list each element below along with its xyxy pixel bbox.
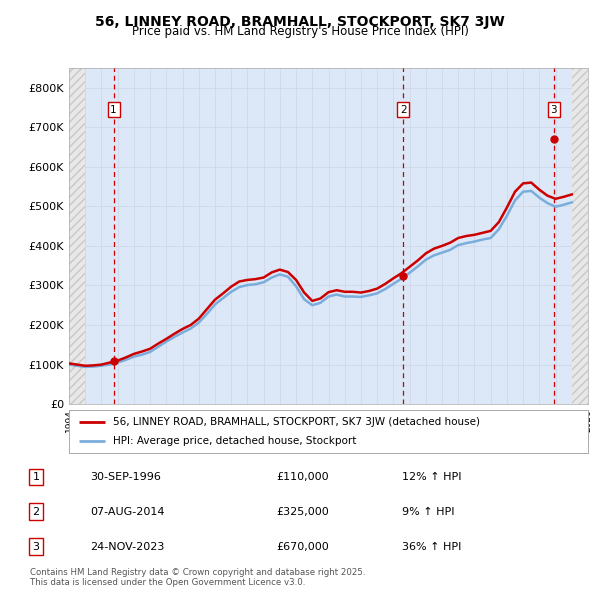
Text: 1: 1 (110, 105, 117, 115)
Bar (69, 68, 85, 404)
Text: 07-AUG-2014: 07-AUG-2014 (90, 507, 164, 517)
Text: 56, LINNEY ROAD, BRAMHALL, STOCKPORT, SK7 3JW: 56, LINNEY ROAD, BRAMHALL, STOCKPORT, SK… (95, 15, 505, 29)
Text: HPI: Average price, detached house, Stockport: HPI: Average price, detached house, Stoc… (113, 437, 356, 447)
Text: Price paid vs. HM Land Registry's House Price Index (HPI): Price paid vs. HM Land Registry's House … (131, 25, 469, 38)
Bar (572, 68, 588, 404)
Text: 56, LINNEY ROAD, BRAMHALL, STOCKPORT, SK7 3JW (detached house): 56, LINNEY ROAD, BRAMHALL, STOCKPORT, SK… (113, 417, 480, 427)
Text: 3: 3 (32, 542, 40, 552)
Text: 30-SEP-1996: 30-SEP-1996 (90, 472, 161, 482)
Text: 36% ↑ HPI: 36% ↑ HPI (402, 542, 461, 552)
Text: 1: 1 (32, 472, 40, 482)
Text: £110,000: £110,000 (276, 472, 329, 482)
Text: 24-NOV-2023: 24-NOV-2023 (90, 542, 164, 552)
Text: Contains HM Land Registry data © Crown copyright and database right 2025.
This d: Contains HM Land Registry data © Crown c… (30, 568, 365, 587)
Text: £670,000: £670,000 (276, 542, 329, 552)
Text: 3: 3 (551, 105, 557, 115)
Text: 2: 2 (400, 105, 406, 115)
Text: 9% ↑ HPI: 9% ↑ HPI (402, 507, 455, 517)
Text: 12% ↑ HPI: 12% ↑ HPI (402, 472, 461, 482)
Text: £325,000: £325,000 (276, 507, 329, 517)
Text: 2: 2 (32, 507, 40, 517)
